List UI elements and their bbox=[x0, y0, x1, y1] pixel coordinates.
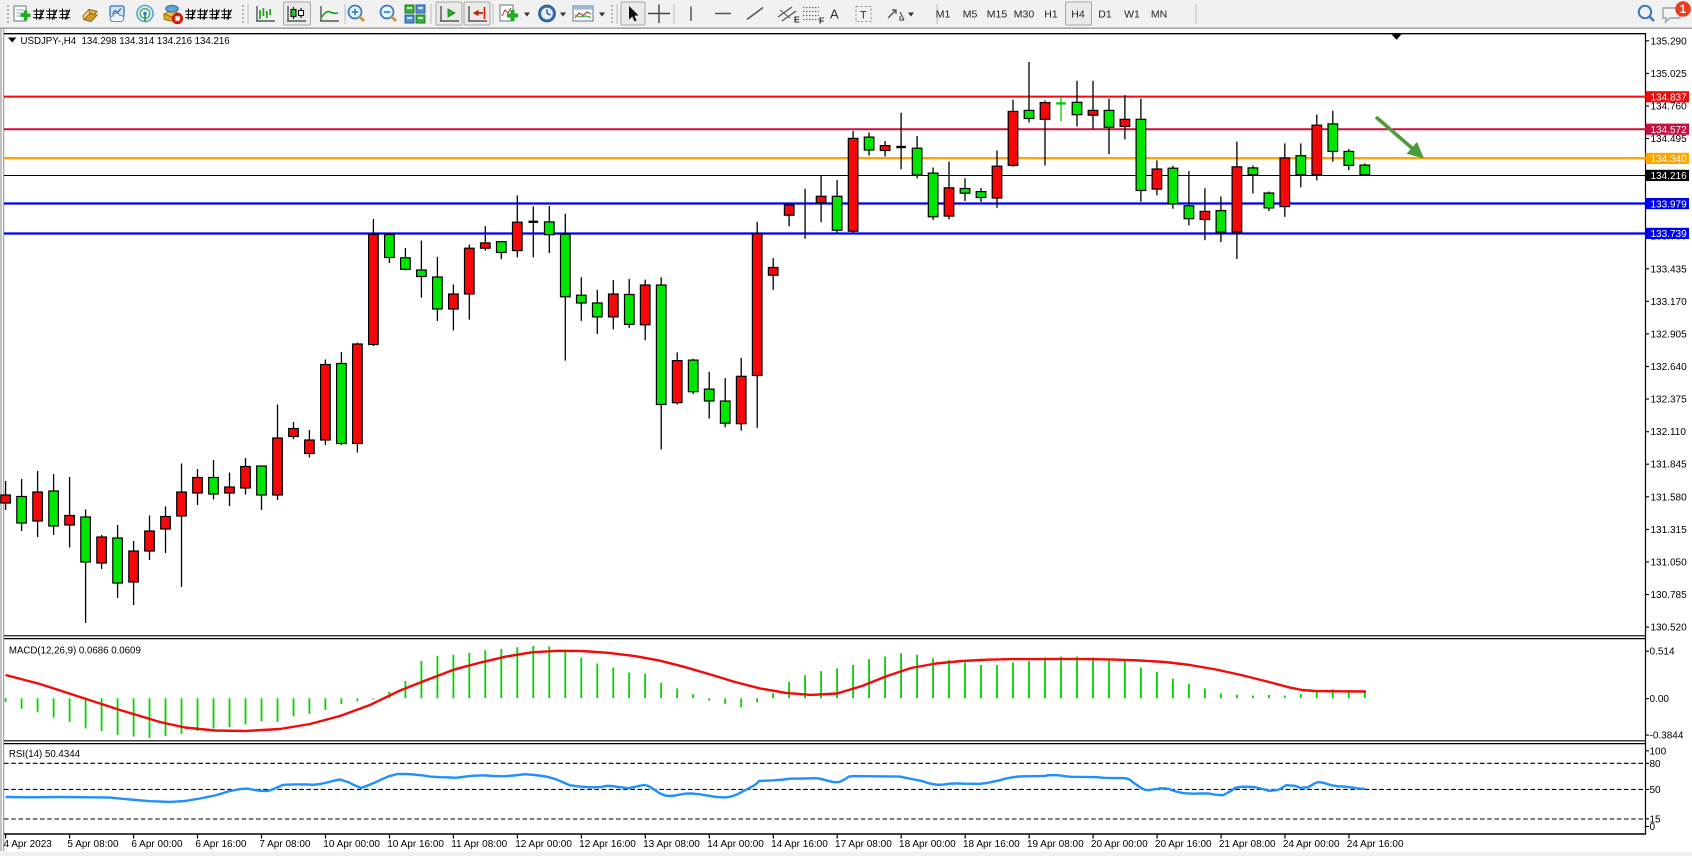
svg-text:134.572: 134.572 bbox=[1651, 125, 1688, 136]
svg-text:134.216: 134.216 bbox=[1651, 171, 1688, 182]
svg-text:19 Apr 08:00: 19 Apr 08:00 bbox=[1027, 839, 1084, 850]
svg-text:133.739: 133.739 bbox=[1651, 229, 1688, 240]
svg-text:6 Apr 00:00: 6 Apr 00:00 bbox=[131, 839, 183, 850]
svg-text:18 Apr 00:00: 18 Apr 00:00 bbox=[899, 839, 956, 850]
svg-text:RSI(14) 50.4344: RSI(14) 50.4344 bbox=[9, 749, 81, 760]
svg-text:135.290: 135.290 bbox=[1651, 36, 1688, 47]
svg-text:100: 100 bbox=[1650, 746, 1667, 757]
svg-text:-0.3844: -0.3844 bbox=[1650, 731, 1684, 742]
svg-text:18 Apr 16:00: 18 Apr 16:00 bbox=[963, 839, 1020, 850]
svg-text:131.580: 131.580 bbox=[1651, 492, 1688, 503]
svg-text:12 Apr 16:00: 12 Apr 16:00 bbox=[579, 839, 636, 850]
svg-text:A: A bbox=[830, 7, 839, 22]
svg-text:M30: M30 bbox=[1014, 9, 1035, 21]
svg-text:131.315: 131.315 bbox=[1651, 525, 1688, 536]
svg-text:14 Apr 16:00: 14 Apr 16:00 bbox=[771, 839, 828, 850]
svg-text:21 Apr 08:00: 21 Apr 08:00 bbox=[1219, 839, 1276, 850]
svg-text:MN: MN bbox=[1151, 9, 1167, 21]
svg-text:M1: M1 bbox=[936, 9, 951, 21]
svg-text:134.760: 134.760 bbox=[1651, 101, 1688, 112]
svg-text:5 Apr 08:00: 5 Apr 08:00 bbox=[67, 839, 119, 850]
svg-text:6 Apr 16:00: 6 Apr 16:00 bbox=[195, 839, 247, 850]
svg-text:20 Apr 16:00: 20 Apr 16:00 bbox=[1155, 839, 1212, 850]
svg-text:M15: M15 bbox=[987, 9, 1008, 21]
svg-text:12 Apr 00:00: 12 Apr 00:00 bbox=[515, 839, 572, 850]
svg-text:50: 50 bbox=[1650, 785, 1662, 796]
svg-text:13 Apr 08:00: 13 Apr 08:00 bbox=[643, 839, 700, 850]
svg-text:133.435: 133.435 bbox=[1651, 264, 1688, 275]
svg-text:7 Apr 08:00: 7 Apr 08:00 bbox=[259, 839, 311, 850]
svg-text:H1: H1 bbox=[1044, 9, 1058, 21]
svg-text:H4: H4 bbox=[1071, 9, 1085, 21]
svg-text:130.520: 130.520 bbox=[1651, 623, 1688, 634]
svg-text:131.845: 131.845 bbox=[1651, 460, 1688, 471]
svg-text:132.640: 132.640 bbox=[1651, 362, 1688, 373]
svg-text:132.110: 132.110 bbox=[1651, 427, 1687, 438]
svg-text:130.785: 130.785 bbox=[1651, 590, 1688, 601]
svg-text:10 Apr 16:00: 10 Apr 16:00 bbox=[387, 839, 444, 850]
svg-text:132.905: 132.905 bbox=[1651, 329, 1688, 340]
svg-text:134.340: 134.340 bbox=[1651, 154, 1688, 165]
svg-text:M5: M5 bbox=[963, 9, 978, 21]
svg-text:132.375: 132.375 bbox=[1651, 395, 1688, 406]
svg-text:4 Apr 2023: 4 Apr 2023 bbox=[3, 839, 52, 850]
svg-text:F: F bbox=[819, 16, 824, 26]
svg-text:134.495: 134.495 bbox=[1651, 134, 1688, 145]
svg-text:D1: D1 bbox=[1098, 9, 1112, 21]
svg-text:T: T bbox=[860, 10, 867, 22]
svg-text:133.170: 133.170 bbox=[1651, 297, 1688, 308]
svg-text:131.050: 131.050 bbox=[1651, 557, 1688, 568]
svg-text:135.025: 135.025 bbox=[1651, 69, 1688, 80]
svg-text:14 Apr 00:00: 14 Apr 00:00 bbox=[707, 839, 764, 850]
svg-text:0.514: 0.514 bbox=[1650, 647, 1675, 658]
svg-text:80: 80 bbox=[1650, 759, 1662, 770]
svg-text:24 Apr 16:00: 24 Apr 16:00 bbox=[1347, 839, 1404, 850]
svg-text:USDJPY-,H4 134.298 134.314 13: USDJPY-,H4 134.298 134.314 134.216 134.2… bbox=[21, 36, 230, 47]
svg-text:134.837: 134.837 bbox=[1651, 93, 1688, 104]
svg-text:10 Apr 00:00: 10 Apr 00:00 bbox=[323, 839, 380, 850]
svg-text:20 Apr 00:00: 20 Apr 00:00 bbox=[1091, 839, 1148, 850]
svg-text:15: 15 bbox=[1650, 814, 1662, 825]
svg-text:W1: W1 bbox=[1124, 9, 1140, 21]
svg-text:1: 1 bbox=[1680, 4, 1687, 16]
svg-text:0: 0 bbox=[1650, 822, 1656, 833]
svg-text:24 Apr 00:00: 24 Apr 00:00 bbox=[1283, 839, 1340, 850]
svg-text:11 Apr 08:00: 11 Apr 08:00 bbox=[451, 839, 507, 850]
svg-text:133.979: 133.979 bbox=[1651, 199, 1688, 210]
svg-text:17 Apr 08:00: 17 Apr 08:00 bbox=[835, 839, 892, 850]
svg-text:MACD(12,26,9) 0.0686 0.0609: MACD(12,26,9) 0.0686 0.0609 bbox=[9, 645, 141, 656]
svg-text:0.00: 0.00 bbox=[1650, 694, 1670, 705]
svg-text:E: E bbox=[794, 15, 800, 25]
